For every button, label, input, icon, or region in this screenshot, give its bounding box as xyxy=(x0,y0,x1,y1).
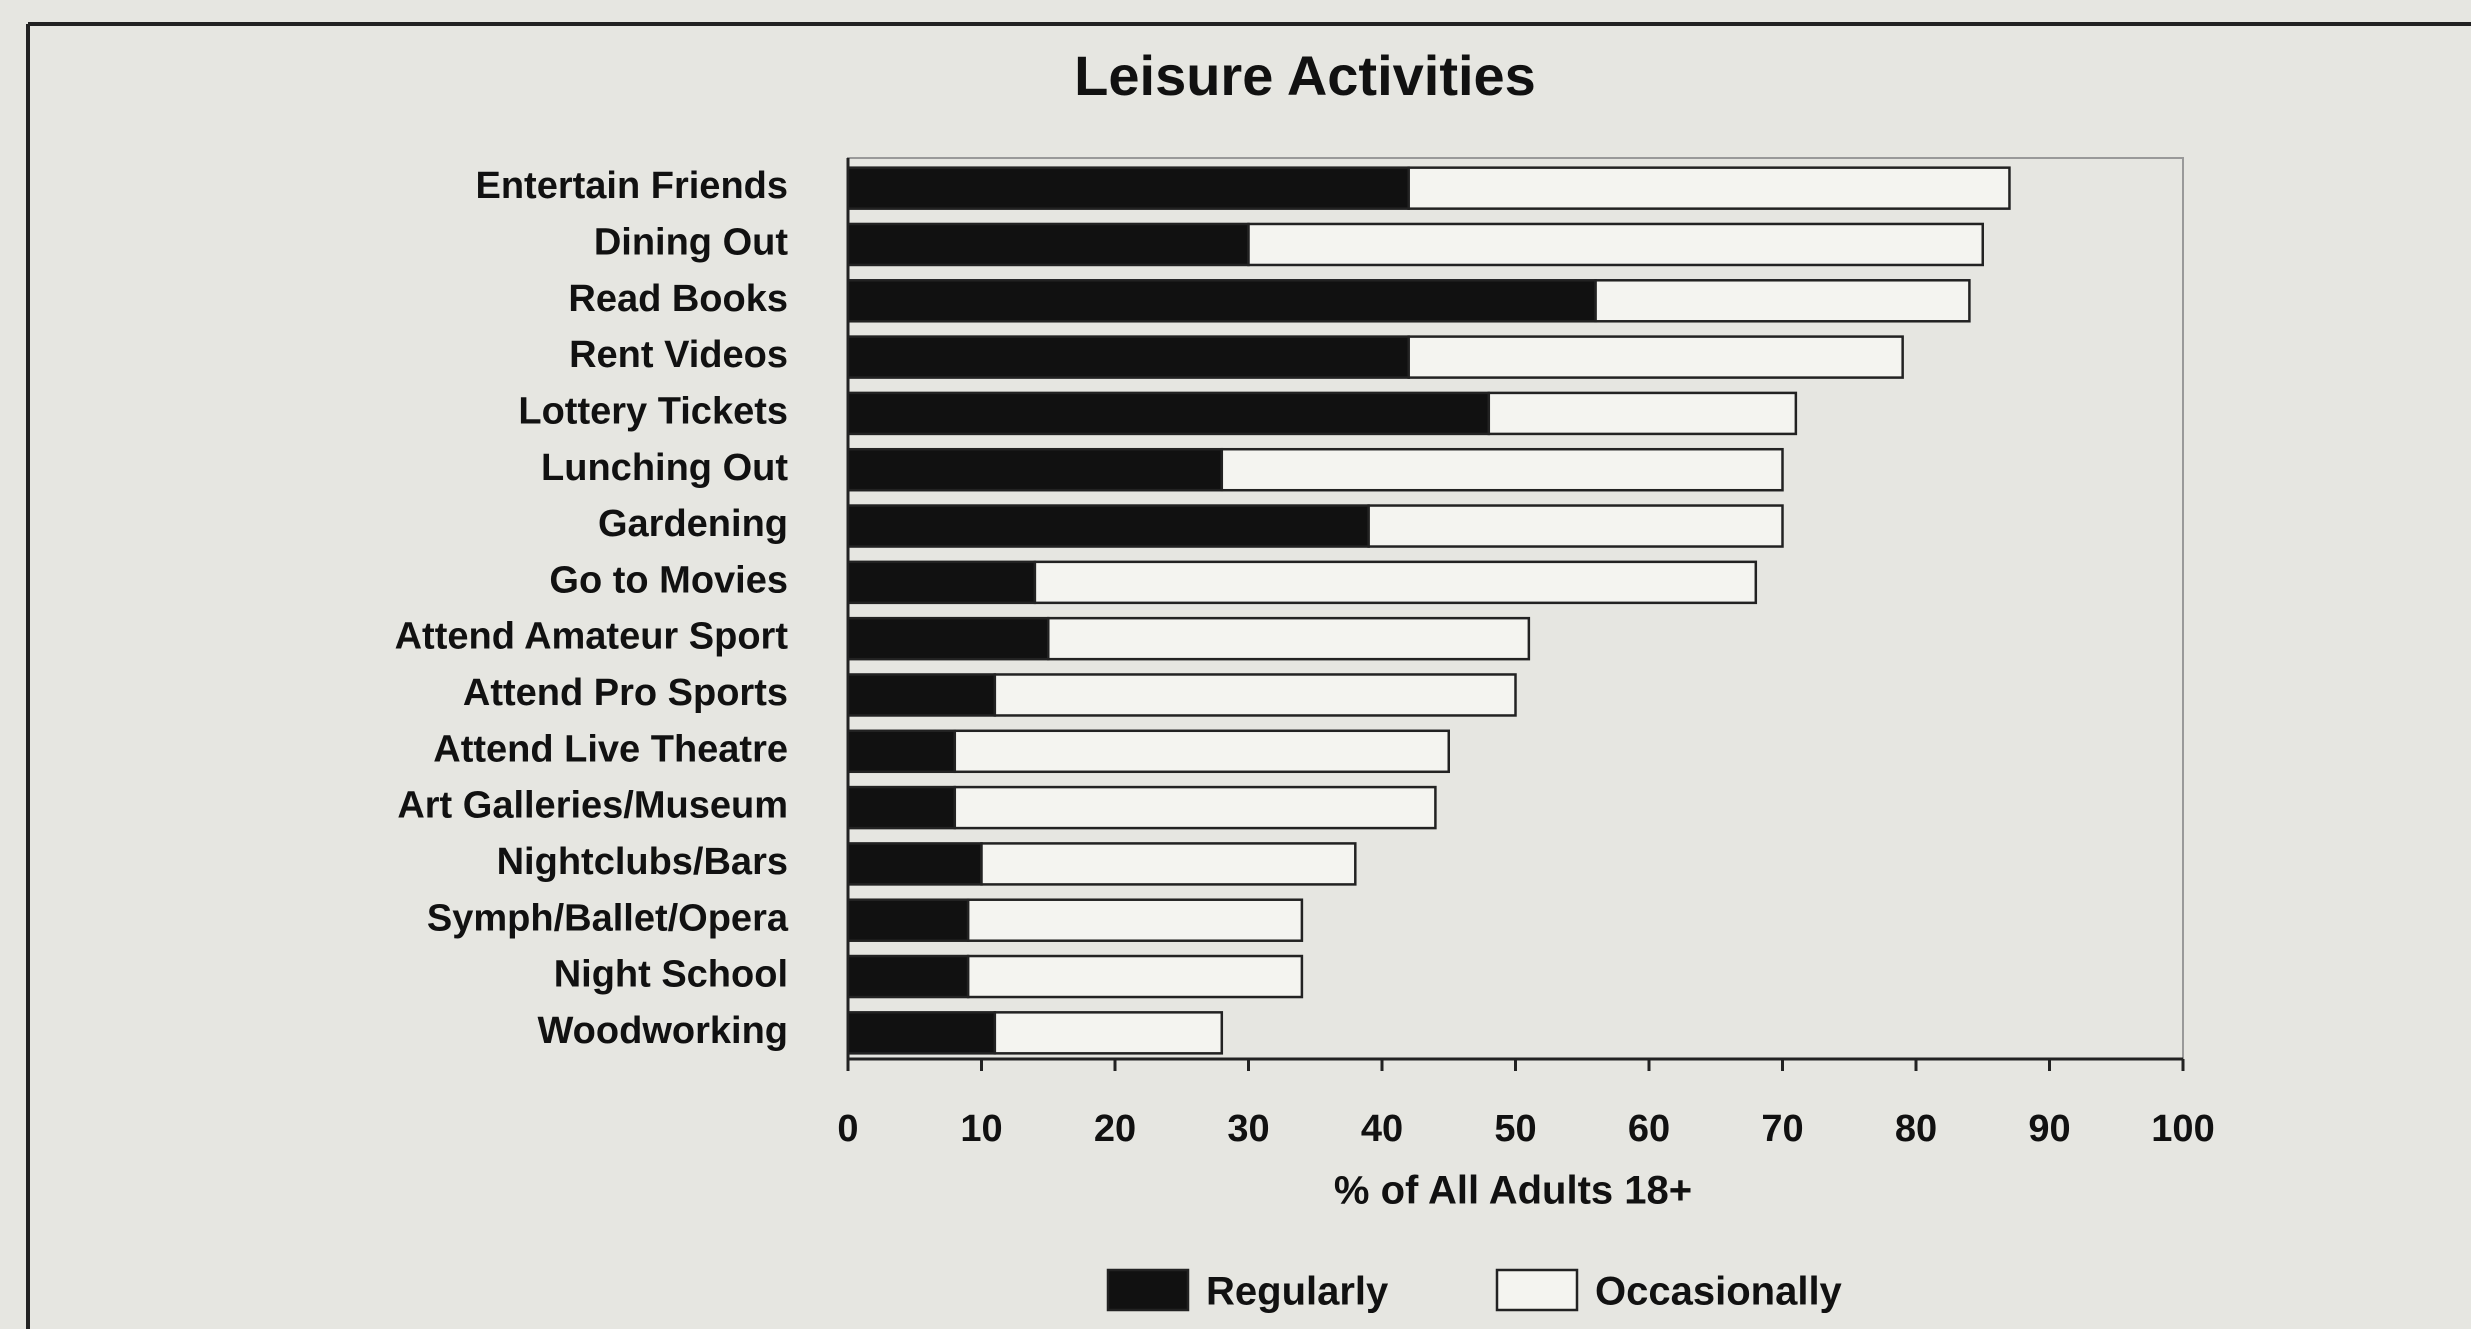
bar-segment xyxy=(966,898,1304,942)
y-tick-label: Attend Amateur Sport xyxy=(395,616,789,658)
x-tick-label: 70 xyxy=(1761,1108,1803,1150)
bar-segment xyxy=(846,391,1491,436)
bar-segment xyxy=(846,842,983,886)
y-tick-label: Rent Videos xyxy=(569,334,788,376)
bar-segment xyxy=(846,1011,997,1055)
x-tick-label: 20 xyxy=(1094,1108,1136,1150)
y-tick-label: Attend Live Theatre xyxy=(433,728,788,770)
bar-segment xyxy=(953,785,1437,830)
y-tick-label: Lunching Out xyxy=(541,447,788,489)
bar-segment xyxy=(1487,391,1798,436)
y-tick-label: Night School xyxy=(554,954,788,996)
bar-segment xyxy=(846,616,1050,661)
chart-title: Leisure Activities xyxy=(1074,44,1536,107)
x-tick-label: 60 xyxy=(1628,1108,1670,1150)
x-tick-label: 10 xyxy=(960,1108,1002,1150)
y-tick-label: Dining Out xyxy=(594,222,789,264)
y-tick-label: Attend Pro Sports xyxy=(463,672,788,714)
y-tick-label: Symph/Ballet/Opera xyxy=(427,897,789,939)
bar-segment xyxy=(1407,335,1904,379)
y-tick-label: Read Books xyxy=(568,278,788,320)
bar-segment xyxy=(980,842,1357,886)
y-tick-label: Gardening xyxy=(598,503,788,545)
bar-segment xyxy=(846,335,1410,379)
bar-segment xyxy=(993,673,1517,717)
y-tick-label: Lottery Tickets xyxy=(518,390,788,432)
bar-segment xyxy=(1033,560,1758,605)
bar-segment xyxy=(1047,616,1531,661)
bar-segment xyxy=(846,222,1250,267)
bar-segment xyxy=(1367,504,1784,548)
legend-swatch xyxy=(1495,1268,1579,1312)
bar-segment xyxy=(846,729,957,774)
x-tick-label: 40 xyxy=(1361,1108,1403,1150)
x-tick-label: 50 xyxy=(1494,1108,1536,1150)
bar-segment xyxy=(993,1011,1224,1055)
bar-segment xyxy=(1220,447,1784,492)
bar-segment xyxy=(846,673,997,717)
y-tick-label: Go to Movies xyxy=(549,559,788,601)
x-tick-label: 30 xyxy=(1227,1108,1269,1150)
legend-swatch xyxy=(1106,1268,1190,1312)
x-tick-label: 80 xyxy=(1895,1108,1937,1150)
legend-label: Occasionally xyxy=(1595,1270,1843,1314)
x-tick-label: 100 xyxy=(2151,1108,2214,1150)
bar-segment xyxy=(1594,279,1971,323)
bar-segment xyxy=(846,954,970,999)
bar-segment xyxy=(846,898,970,942)
bar-segment xyxy=(1407,166,2011,210)
bar-segment xyxy=(846,785,957,830)
legend-label: Regularly xyxy=(1206,1270,1389,1314)
x-tick-label: 0 xyxy=(837,1108,858,1150)
bar-segment xyxy=(966,954,1304,999)
y-tick-label: Art Galleries/Museum xyxy=(397,785,788,827)
bar-segment xyxy=(846,447,1224,492)
x-axis-title: % of All Adults 18+ xyxy=(1334,1169,1692,1213)
bar-segment xyxy=(846,504,1370,548)
bar-segment xyxy=(953,729,1450,774)
y-tick-label: Woodworking xyxy=(538,1010,789,1052)
y-tick-label: Entertain Friends xyxy=(476,165,789,207)
x-tick-label: 90 xyxy=(2028,1108,2070,1150)
bar-segment xyxy=(846,560,1037,605)
y-tick-label: Nightclubs/Bars xyxy=(497,841,788,883)
bar-segment xyxy=(1247,222,1984,267)
bar-segment xyxy=(846,279,1597,323)
bar-segment xyxy=(846,166,1410,210)
